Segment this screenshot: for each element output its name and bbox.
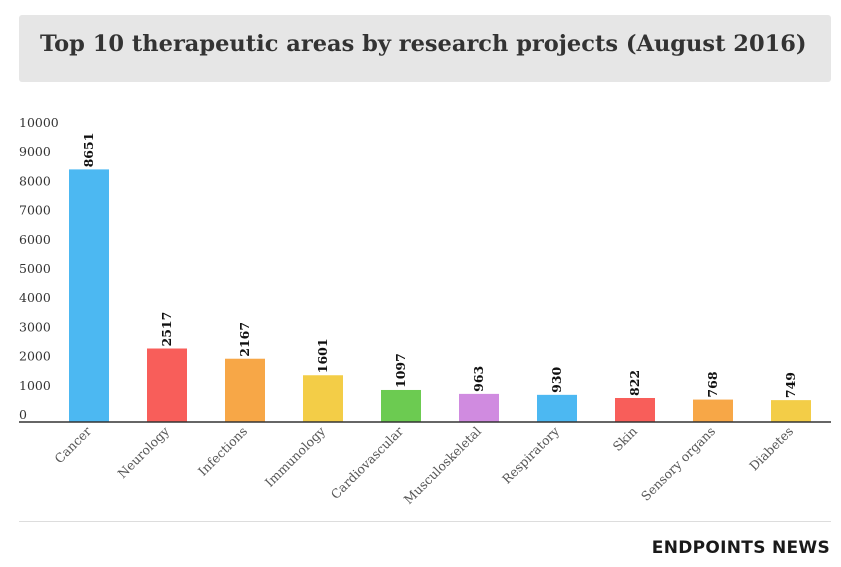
bar-1 [147,348,187,422]
bar-9 [771,400,811,422]
y-tick-label-4: 4000 [19,290,51,305]
category-label-2: Infections [195,424,250,479]
bar-8 [693,399,733,422]
bar-5 [459,393,499,422]
value-label-1: 2517 [159,312,174,347]
category-label-6: Respiratory [499,423,563,487]
y-tick-label-6: 6000 [19,232,51,247]
y-tick-label-9: 9000 [19,144,51,159]
category-label-8: Sensory organs [638,424,718,504]
bar-6 [537,394,577,422]
y-tick-label-10: 10000 [19,115,59,130]
value-label-8: 768 [705,371,720,397]
value-label-7: 822 [627,370,642,396]
category-label-7: Skin [610,424,641,455]
footer-divider [19,521,831,522]
category-label-1: Neurology [115,423,173,481]
bar-4 [381,389,421,422]
chart-title: Top 10 therapeutic areas by research pro… [40,31,807,57]
value-label-0: 8651 [81,133,96,168]
bar-7 [615,397,655,422]
value-label-2: 2167 [237,322,252,357]
y-tick-label-8: 8000 [19,173,51,188]
y-tick-label-2: 2000 [19,349,51,364]
value-label-4: 1097 [393,353,408,388]
title-bar: Top 10 therapeutic areas by research pro… [19,15,831,82]
bar-2 [225,358,265,422]
category-label-9: Diabetes [746,424,796,474]
value-label-3: 1601 [315,338,330,373]
y-tick-label-5: 5000 [19,261,51,276]
y-tick-label-0: 0 [19,407,27,422]
value-label-5: 963 [471,366,486,392]
value-label-9: 749 [783,372,798,398]
bar-3 [303,375,343,422]
category-label-3: Immunology [262,423,329,490]
category-label-0: Cancer [51,424,94,467]
brand-logo-text: ENDPOINTS NEWS [651,538,830,558]
bar-0 [69,169,109,422]
y-tick-label-3: 3000 [19,319,51,334]
y-tick-label-1: 1000 [19,378,51,393]
value-label-6: 930 [549,366,564,392]
category-label-5: Musculoskeletal [401,424,485,508]
y-tick-label-7: 7000 [19,203,51,218]
category-label-4: Cardiovascular [328,424,406,502]
